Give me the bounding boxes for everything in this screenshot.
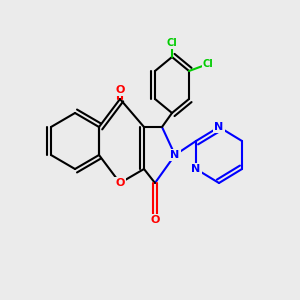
Text: O: O: [115, 85, 125, 95]
Text: O: O: [115, 178, 125, 188]
Text: Cl: Cl: [167, 38, 177, 48]
Text: N: N: [214, 122, 224, 132]
Text: Cl: Cl: [202, 59, 213, 69]
Text: N: N: [170, 150, 180, 160]
Text: O: O: [150, 215, 160, 225]
Text: N: N: [191, 164, 201, 174]
